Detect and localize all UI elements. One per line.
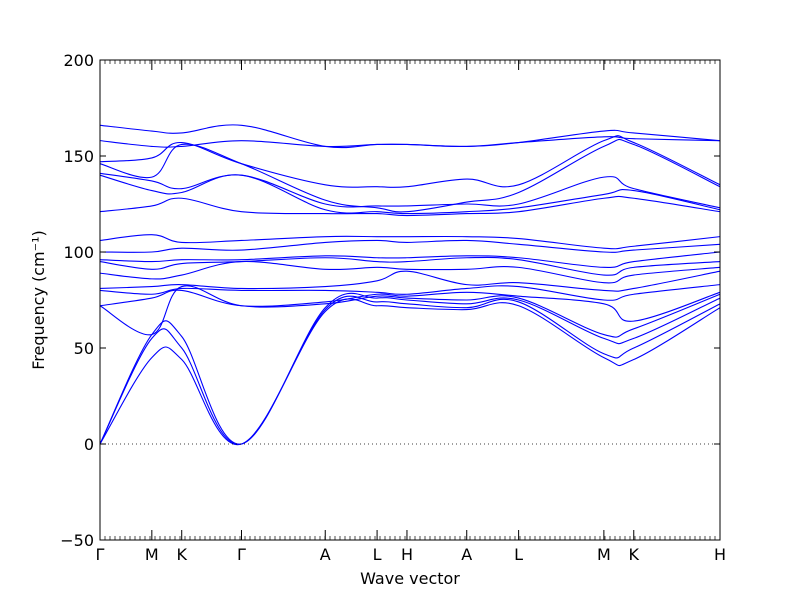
- band-lines: [99, 124, 721, 445]
- band-line-8: [99, 260, 721, 284]
- band-line-9: [99, 256, 721, 276]
- band-line-17: [99, 135, 721, 188]
- x-tick-label: K: [629, 545, 640, 564]
- x-axis-title: Wave vector: [360, 569, 460, 588]
- y-axis-ticks: −50 0 50 100 150 200: [60, 51, 720, 550]
- band-line-1: [99, 298, 721, 445]
- x-tick-label: L: [514, 545, 523, 564]
- x-tick-label: Γ: [237, 545, 246, 564]
- y-tick-label: 50: [74, 339, 94, 358]
- band-line-4: [99, 285, 721, 338]
- y-tick-label: 100: [63, 243, 94, 262]
- x-tick-label: H: [401, 545, 413, 564]
- band-line-3: [99, 292, 721, 445]
- band-line-12: [99, 234, 721, 250]
- y-tick-label: 200: [63, 51, 94, 70]
- x-tick-label: A: [320, 545, 331, 564]
- x-tick-label: K: [176, 545, 187, 564]
- band-line-14: [99, 174, 721, 215]
- band-line-6: [99, 284, 721, 301]
- x-tick-label: Γ: [96, 545, 105, 564]
- band-line-2: [99, 295, 721, 445]
- minor-ticks: [99, 60, 721, 540]
- band-line-11: [99, 239, 721, 253]
- band-line-13: [99, 195, 721, 217]
- y-axis-title: Frequency (cm⁻¹): [29, 230, 48, 369]
- band-line-10: [99, 251, 721, 268]
- x-tick-label: L: [373, 545, 382, 564]
- band-line-5: [99, 289, 721, 322]
- band-line-15: [99, 172, 721, 209]
- y-tick-label: 0: [84, 435, 94, 454]
- x-tick-label: H: [714, 545, 726, 564]
- x-tick-label: M: [597, 545, 611, 564]
- y-tick-label: −50: [60, 531, 94, 550]
- band-line-7: [99, 270, 721, 292]
- y-tick-label: 150: [63, 147, 94, 166]
- band-line-16: [99, 138, 721, 213]
- x-tick-label: M: [145, 545, 159, 564]
- x-tick-label: A: [461, 545, 472, 564]
- band-line-19: [99, 124, 721, 149]
